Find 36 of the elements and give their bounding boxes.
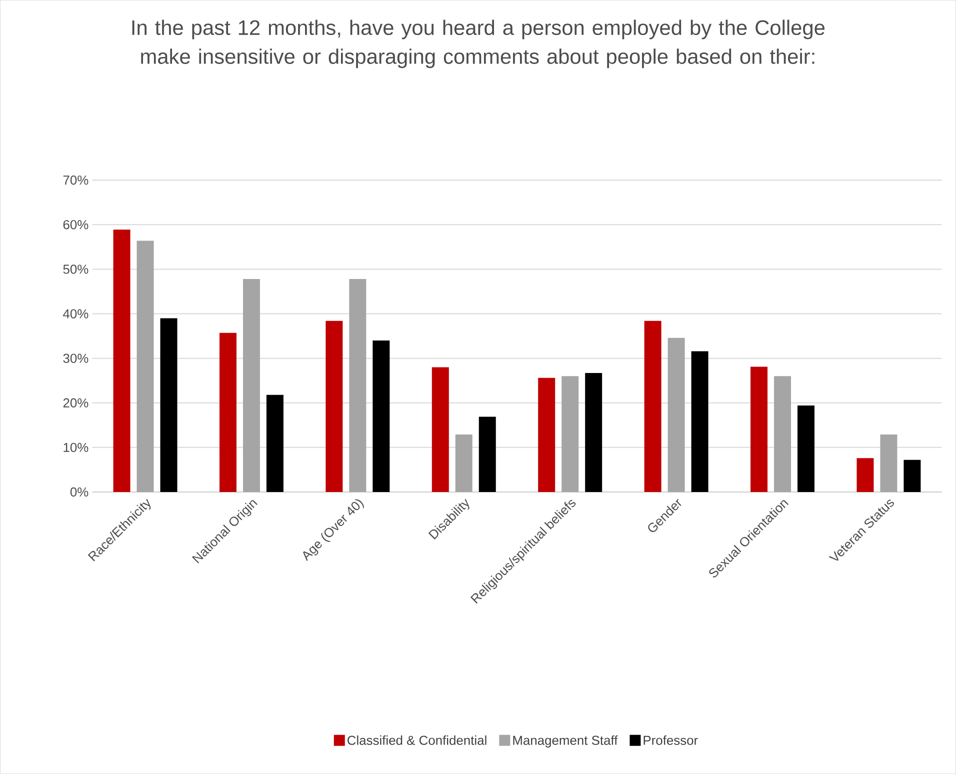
bar bbox=[326, 320, 343, 492]
bar bbox=[562, 376, 579, 492]
y-tick-label: 10% bbox=[64, 442, 88, 452]
bar bbox=[113, 230, 130, 492]
bar bbox=[136, 240, 154, 492]
legend-label: Management Staff bbox=[513, 735, 618, 748]
bar bbox=[538, 378, 556, 492]
chart-title: In the past 12 months, have you heard a person employed by the College make insensitive or disparaging comments about people based on their: bbox=[132, 20, 825, 68]
y-tick-label: 0% bbox=[70, 487, 88, 497]
y-tick-label: 70% bbox=[63, 176, 88, 185]
legend-label: Classified & Confidential bbox=[348, 735, 486, 745]
legend-label: Professor bbox=[644, 735, 698, 745]
bar bbox=[432, 367, 449, 492]
bar bbox=[644, 320, 662, 492]
bar bbox=[266, 394, 284, 492]
y-tick-label: 20% bbox=[63, 398, 88, 408]
bar bbox=[856, 458, 874, 492]
y-tick-label: 30% bbox=[63, 354, 88, 363]
bar bbox=[478, 416, 496, 492]
y-tick-label: 40% bbox=[63, 309, 88, 318]
bar bbox=[372, 340, 390, 492]
bar bbox=[774, 376, 791, 492]
bar bbox=[691, 351, 708, 492]
bar bbox=[455, 434, 472, 492]
bar bbox=[219, 332, 236, 492]
bar bbox=[880, 434, 898, 492]
bar bbox=[160, 318, 178, 492]
y-tick-label: 60% bbox=[63, 220, 88, 230]
bar bbox=[349, 279, 366, 492]
bar bbox=[750, 366, 768, 492]
y-tick-label: 50% bbox=[63, 264, 88, 274]
bar bbox=[668, 338, 685, 492]
bar bbox=[797, 406, 814, 492]
bar bbox=[242, 279, 260, 492]
bar bbox=[904, 460, 921, 492]
bar bbox=[585, 373, 602, 492]
